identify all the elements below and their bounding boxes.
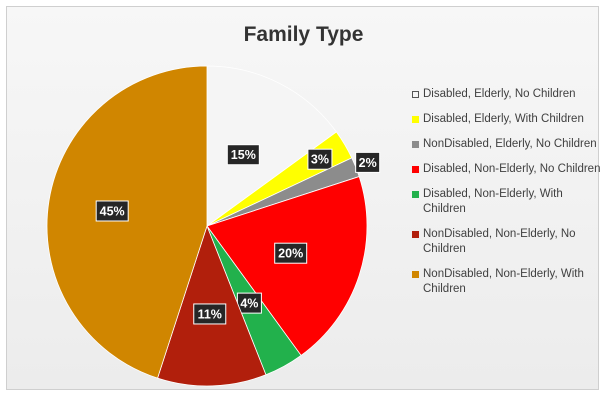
legend-item: Disabled, Non-Elderly, No Children <box>412 162 602 177</box>
pie-chart: 15% 3% 2% 20% 4% 11% 45% <box>46 65 381 387</box>
legend-label: NonDisabled, Elderly, No Children <box>423 138 597 150</box>
legend-label: Disabled, Elderly, No Children <box>423 88 576 100</box>
legend-item: Disabled, Elderly, With Children <box>412 112 602 127</box>
data-label: 3% <box>307 148 333 170</box>
legend-label: Disabled, Non-Elderly, No Children <box>423 163 601 175</box>
legend-item: NonDisabled, Non-Elderly, No Children <box>412 227 602 257</box>
pie-slice <box>206 176 368 357</box>
data-label: 11% <box>193 303 227 325</box>
data-label: 4% <box>236 292 262 314</box>
legend-swatch <box>412 91 419 98</box>
data-label-text: 15% <box>231 148 256 162</box>
legend-label: NonDisabled, Non-Elderly, No Children <box>423 228 576 255</box>
data-label-text: 20% <box>278 247 303 261</box>
legend-item: Disabled, Elderly, No Children <box>412 87 602 102</box>
legend-item: NonDisabled, Non-Elderly, With Children <box>412 267 602 297</box>
legend-swatch <box>412 271 419 278</box>
legend-label: Disabled, Elderly, With Children <box>423 113 584 125</box>
data-label: 45% <box>95 200 129 222</box>
legend-item: NonDisabled, Elderly, No Children <box>412 137 602 152</box>
data-label: 2% <box>355 151 381 173</box>
legend-swatch <box>412 116 419 123</box>
legend-swatch <box>412 141 419 148</box>
legend-swatch <box>412 231 419 238</box>
pie-slice <box>206 65 338 227</box>
data-label: 15% <box>226 144 260 166</box>
data-label-text: 4% <box>240 297 258 311</box>
legend-swatch <box>412 191 419 198</box>
chart-frame: Family Type 15% 3% 2% 20% 4% 11% 45% Disabled,… <box>6 6 602 390</box>
data-label-text: 45% <box>100 204 125 218</box>
chart-title: Family Type <box>243 23 364 46</box>
pie-slice <box>46 65 208 379</box>
legend: Disabled, Elderly, No Children Disabled, … <box>412 87 602 307</box>
data-label-text: 11% <box>198 307 222 321</box>
data-label-text: 3% <box>311 153 329 167</box>
data-label: 20% <box>274 242 308 264</box>
data-label-text: 2% <box>359 156 377 170</box>
legend-swatch <box>412 166 419 173</box>
legend-item: Disabled, Non-Elderly, With Children <box>412 187 602 217</box>
legend-label: Disabled, Non-Elderly, With Children <box>423 188 563 215</box>
legend-label: NonDisabled, Non-Elderly, With Children <box>423 268 584 295</box>
